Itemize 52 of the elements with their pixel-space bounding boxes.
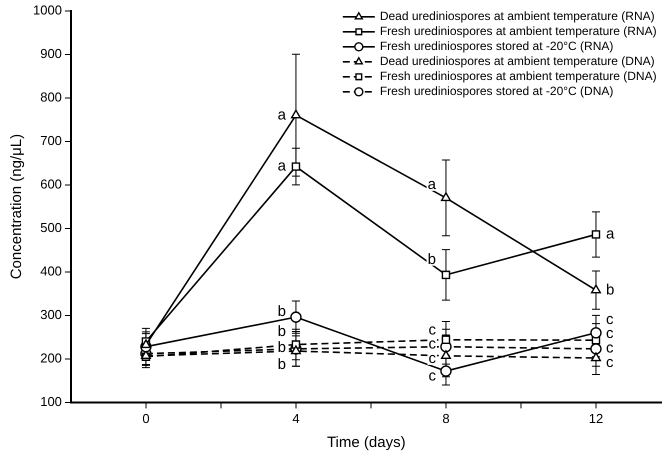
annotation: c [428,367,436,384]
point [440,192,451,202]
annotation: a [278,106,287,124]
x-tick-label: 8 [442,410,450,426]
point [590,343,602,355]
annotation: b [428,250,436,268]
annotation: a [428,176,437,193]
legend-label: Fresh urediniospores at ambient temperature (RNA) [380,24,657,38]
annotation: c [428,321,436,338]
point [440,365,452,377]
y-tick-label: 400 [40,263,62,278]
point [290,311,302,323]
legend-label: Dead urediniospores at ambient temperature (DNA) [380,54,655,68]
point [442,270,450,280]
y-tick-label: 200 [40,350,62,366]
legend-label: Dead urediniospores at ambient temperature (RNA) [380,9,655,24]
point [290,110,301,118]
legend-label: Fresh urediniospores stored at -20°C (RNA) [380,39,614,54]
legend-label: Fresh urediniospores at ambient temperature (DNA) [380,69,657,84]
y-tick-label: 1000 [33,2,62,18]
y-tick-label: 100 [40,394,62,409]
annotation: a [278,158,287,175]
annotation: b [278,339,286,356]
point [140,339,151,348]
y-tick-label: 600 [40,176,62,192]
annotation: c [428,350,436,368]
y-tick-label: 900 [40,46,62,61]
annotation: b [606,281,614,298]
point [442,336,450,344]
point [292,162,300,171]
point [440,350,451,360]
y-tick-label: 300 [40,306,62,322]
x-tick-label: 0 [142,410,150,426]
annotation: b [278,303,286,320]
x-tick-label: 4 [292,410,300,426]
y-axis-title: Concentration (ng/μL) [8,134,26,280]
annotation: c [606,310,614,328]
annotation: b [278,323,286,340]
annotation: c [606,325,614,342]
point [590,352,601,362]
y-tick-label: 700 [40,132,62,148]
x-tick-label: 12 [588,410,604,426]
y-tick-label: 500 [40,220,62,235]
annotation: c [428,336,436,353]
annotation: b [278,356,286,374]
y-tick-label: 800 [40,89,62,104]
point [592,230,600,239]
point [590,284,601,294]
legend-label: Fresh urediniospores stored at -20°C (DNA) [380,84,614,98]
annotation: a [606,226,615,243]
point [590,327,602,338]
x-axis-title: Time (days) [326,434,406,452]
